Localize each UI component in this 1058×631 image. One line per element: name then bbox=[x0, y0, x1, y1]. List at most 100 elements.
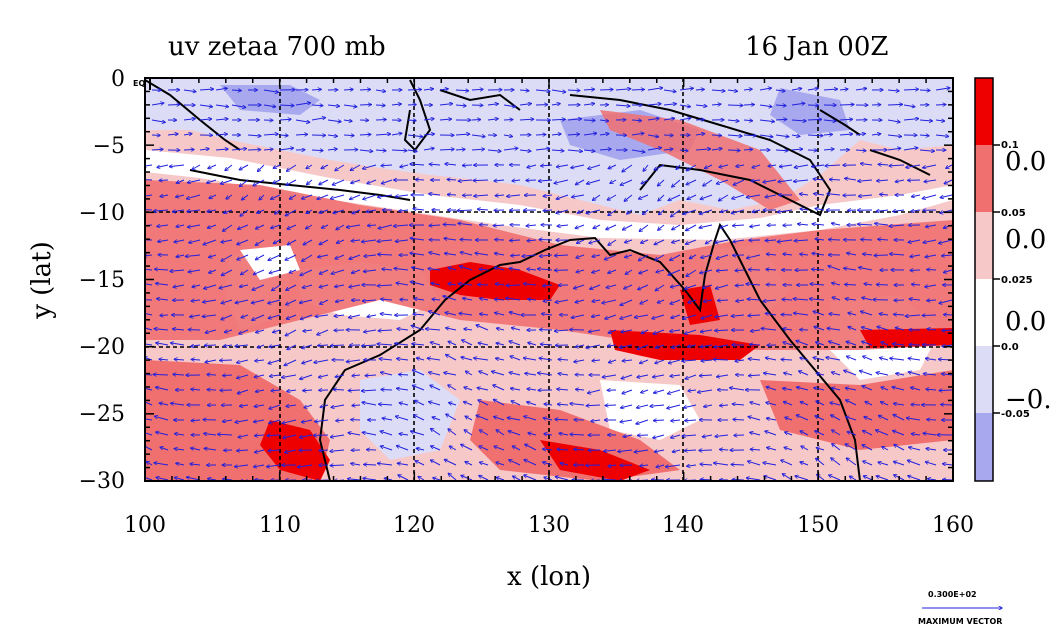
wind-vector bbox=[359, 134, 371, 135]
wind-vector bbox=[253, 269, 265, 275]
wind-vector bbox=[557, 225, 569, 226]
wind-vector bbox=[191, 448, 201, 450]
wind-vector bbox=[151, 119, 165, 122]
wind-vector bbox=[527, 389, 537, 390]
wind-vector bbox=[575, 299, 585, 302]
wind-vector bbox=[423, 89, 433, 90]
wind-vector bbox=[686, 224, 697, 231]
wind-vector bbox=[650, 405, 665, 406]
x-tick-labels: 100 110 120 130 140 150 160 bbox=[124, 513, 974, 538]
wind-vector bbox=[575, 345, 585, 347]
wind-vector bbox=[800, 254, 809, 255]
wind-vector bbox=[761, 328, 777, 330]
wind-vector bbox=[240, 285, 249, 287]
wind-vector bbox=[191, 359, 201, 360]
wind-vector bbox=[414, 415, 425, 421]
wind-vector bbox=[539, 358, 553, 360]
y-tick-label: −5 bbox=[93, 134, 125, 159]
wind-vector bbox=[238, 434, 249, 437]
wind-vector bbox=[183, 119, 195, 120]
wind-vector bbox=[256, 390, 265, 392]
wind-vector bbox=[685, 329, 697, 334]
wind-vector bbox=[605, 254, 617, 260]
wind-vector bbox=[256, 239, 265, 245]
wind-vector bbox=[667, 404, 681, 408]
wind-vector bbox=[279, 148, 293, 151]
wind-vector bbox=[199, 89, 213, 90]
wind-vector bbox=[487, 104, 498, 105]
wind-vector bbox=[669, 359, 681, 363]
wind-vector bbox=[221, 179, 233, 184]
wind-vector bbox=[237, 374, 249, 378]
wind-vector bbox=[239, 329, 249, 334]
wind-vector bbox=[668, 194, 681, 200]
wind-vector bbox=[173, 329, 185, 330]
wind-vector bbox=[887, 119, 900, 122]
wind-vector bbox=[647, 148, 661, 151]
wind-vector bbox=[718, 300, 729, 301]
wind-vector bbox=[711, 135, 721, 136]
wind-vector bbox=[791, 135, 800, 136]
wind-vector bbox=[208, 164, 217, 168]
wind-vector bbox=[592, 300, 601, 302]
wind-vector bbox=[335, 375, 345, 377]
wind-vector bbox=[735, 270, 745, 271]
wind-vector bbox=[927, 270, 937, 271]
wind-vector bbox=[643, 164, 649, 171]
wind-vector bbox=[221, 269, 233, 275]
wind-vector bbox=[685, 420, 697, 421]
wind-vector bbox=[574, 284, 585, 289]
wind-vector bbox=[687, 194, 697, 199]
wind-vector bbox=[271, 390, 281, 391]
wind-vector bbox=[609, 359, 617, 363]
wind-vector bbox=[318, 345, 329, 346]
wind-vector bbox=[588, 389, 601, 393]
wind-vector bbox=[332, 179, 345, 185]
wind-vector bbox=[204, 434, 217, 436]
wind-vector bbox=[893, 415, 905, 421]
wind-vector bbox=[271, 224, 281, 228]
wind-vector bbox=[199, 149, 209, 150]
wind-vector bbox=[699, 209, 713, 214]
wind-vector bbox=[527, 269, 537, 270]
wind-vector bbox=[381, 372, 393, 376]
wind-vector bbox=[219, 284, 233, 288]
wind-vector bbox=[746, 194, 761, 197]
wind-vector bbox=[391, 104, 401, 105]
strong-positive-area bbox=[430, 262, 560, 300]
wind-vector bbox=[273, 330, 281, 332]
wind-vector bbox=[242, 194, 249, 200]
wind-vector bbox=[396, 283, 409, 286]
wind-vector bbox=[399, 210, 409, 211]
wind-vector bbox=[286, 179, 297, 185]
wind-vector bbox=[672, 179, 681, 187]
wind-vector bbox=[287, 344, 297, 349]
wind-vector bbox=[749, 270, 761, 271]
wind-vector bbox=[446, 355, 457, 361]
wind-vector bbox=[295, 119, 310, 122]
wind-vector bbox=[367, 315, 377, 317]
wind-vector bbox=[783, 254, 793, 255]
wind-vector bbox=[378, 194, 393, 197]
wind-vector bbox=[411, 431, 425, 436]
wind-vector bbox=[583, 120, 595, 121]
wind-vector bbox=[554, 179, 569, 183]
wind-vector bbox=[750, 449, 761, 450]
x-tick-label: 150 bbox=[797, 513, 839, 538]
wind-vector bbox=[743, 120, 753, 121]
wind-vector bbox=[466, 371, 473, 376]
wind-vector bbox=[429, 194, 441, 195]
wind-vector bbox=[555, 419, 569, 420]
wind-vector bbox=[625, 269, 633, 274]
wind-vector bbox=[382, 269, 393, 270]
wind-vector bbox=[343, 120, 352, 121]
wind-vector bbox=[860, 371, 873, 376]
wind-vector bbox=[215, 149, 228, 150]
wind-vector bbox=[590, 284, 601, 289]
wind-vector bbox=[781, 315, 793, 316]
wind-vector bbox=[413, 209, 425, 210]
wind-vector bbox=[608, 269, 617, 273]
wind-vector bbox=[941, 405, 953, 406]
wind-vector bbox=[927, 420, 937, 421]
wind-vector bbox=[415, 401, 425, 406]
